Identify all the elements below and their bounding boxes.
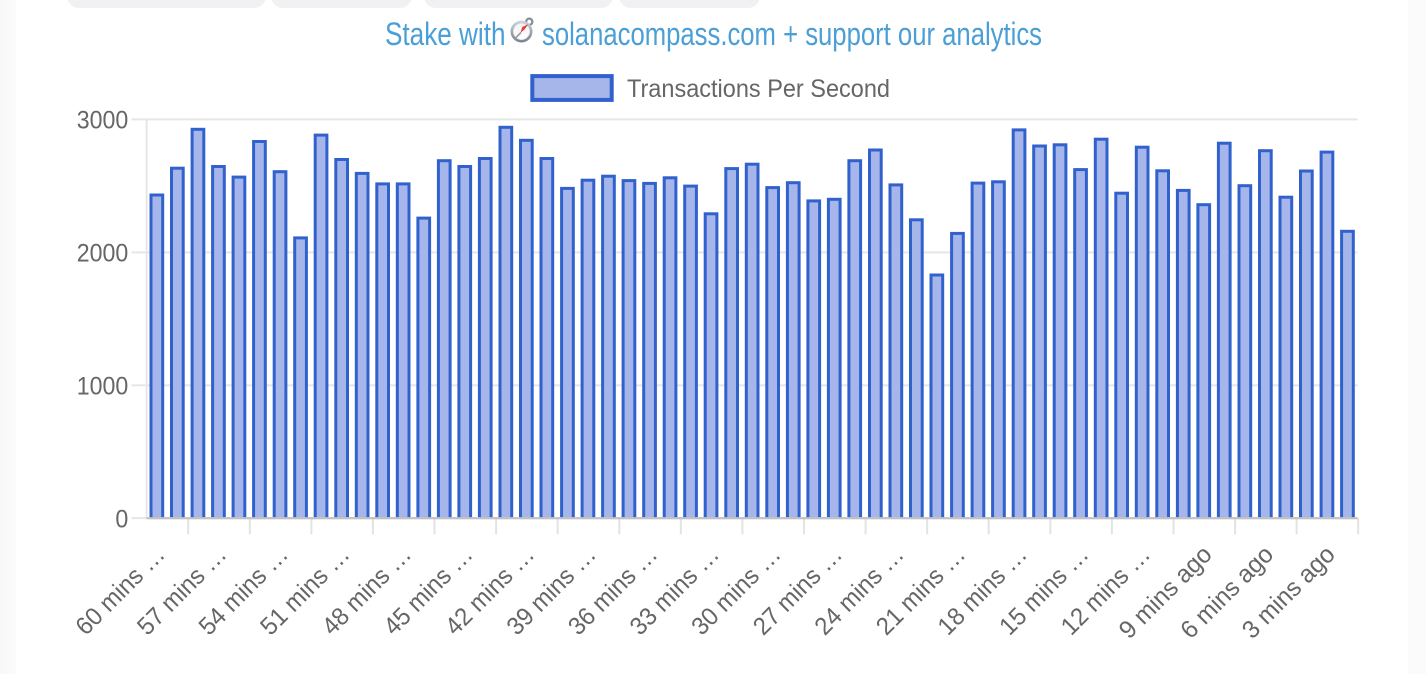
svg-text:1000: 1000 xyxy=(77,372,129,400)
svg-text:solanacompass.com + support ou: solanacompass.com + support our analytic… xyxy=(542,16,1042,52)
svg-text:3000: 3000 xyxy=(77,106,129,134)
svg-text:2000: 2000 xyxy=(77,239,129,267)
svg-text:0: 0 xyxy=(115,505,128,533)
svg-text:Stake with: Stake with xyxy=(385,16,506,52)
svg-text:Transactions Per Second: Transactions Per Second xyxy=(627,75,890,103)
